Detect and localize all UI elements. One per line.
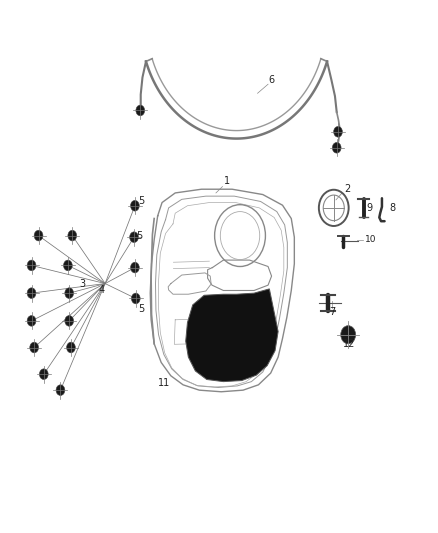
Circle shape (39, 369, 48, 379)
Circle shape (131, 293, 140, 304)
Text: 11: 11 (158, 378, 170, 387)
Circle shape (27, 316, 36, 326)
Circle shape (27, 288, 36, 298)
Text: 7: 7 (329, 307, 335, 317)
Circle shape (334, 126, 343, 137)
Circle shape (332, 142, 341, 153)
Circle shape (341, 326, 356, 344)
Text: 5: 5 (138, 304, 144, 314)
Circle shape (56, 385, 65, 395)
Text: 2: 2 (344, 184, 350, 194)
Circle shape (65, 316, 74, 326)
Circle shape (34, 230, 43, 241)
Text: 6: 6 (268, 75, 275, 85)
Text: 5: 5 (138, 197, 144, 206)
Circle shape (68, 230, 77, 241)
Circle shape (64, 260, 72, 271)
Text: 8: 8 (389, 203, 395, 213)
Circle shape (27, 260, 36, 271)
Text: 3: 3 (79, 279, 85, 288)
Circle shape (131, 262, 139, 273)
Text: 10: 10 (365, 236, 377, 244)
Polygon shape (186, 289, 278, 382)
Text: 5: 5 (136, 231, 142, 240)
Text: 9: 9 (366, 203, 372, 213)
Circle shape (136, 105, 145, 116)
Circle shape (30, 342, 39, 353)
Text: 1: 1 (224, 176, 230, 186)
Circle shape (131, 200, 139, 211)
Circle shape (65, 288, 74, 298)
Text: 12: 12 (343, 339, 356, 349)
Text: 4: 4 (99, 285, 105, 295)
Circle shape (67, 342, 75, 353)
Circle shape (130, 232, 138, 243)
